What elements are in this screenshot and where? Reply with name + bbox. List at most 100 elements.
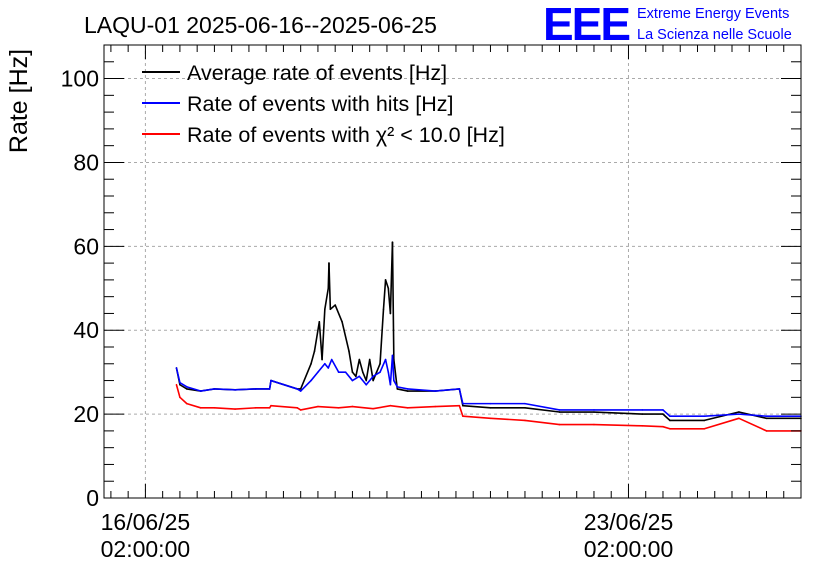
series-segment	[299, 379, 312, 392]
series-segment	[391, 241, 395, 361]
series-segment	[593, 423, 644, 427]
series-segment	[593, 411, 644, 415]
series-segment	[365, 358, 371, 382]
series-segment	[213, 388, 236, 391]
series-segment	[317, 405, 340, 409]
logo-line-1: Extreme Energy Events	[637, 6, 789, 22]
series-segment	[327, 358, 333, 369]
series-segment	[375, 362, 381, 373]
series-segment	[330, 358, 340, 373]
series-segment	[234, 388, 257, 391]
series-segment	[406, 405, 437, 409]
series-segment	[393, 379, 399, 388]
series-segment	[641, 425, 664, 428]
y-tick-label: 40	[73, 317, 99, 343]
series-hits	[175, 354, 802, 418]
series-segment	[186, 402, 202, 409]
series-segment	[329, 304, 336, 311]
series-chi2	[175, 383, 802, 432]
series-segment	[389, 404, 409, 409]
legend-label-average: Average rate of events [Hz]	[187, 61, 447, 85]
series-segment	[396, 386, 409, 390]
series-segment	[396, 388, 409, 392]
series-segment	[462, 404, 492, 409]
series-segment	[351, 405, 374, 410]
series-segment	[310, 371, 319, 382]
y-tick-label: 80	[73, 149, 99, 175]
series-segment	[179, 383, 188, 390]
series-segment	[384, 358, 390, 373]
series-segment	[391, 354, 395, 382]
series-segment	[341, 321, 350, 352]
series-segment	[234, 407, 257, 410]
series-segment	[348, 350, 354, 373]
series-segment	[458, 404, 464, 418]
series-segment	[382, 279, 387, 311]
chart-title: LAQU-01 2025-06-16--2025-06-25	[84, 12, 437, 38]
series-segment	[662, 425, 671, 430]
series-layer	[175, 241, 802, 432]
series-segment	[337, 405, 354, 409]
series-segment	[328, 262, 332, 311]
x-tick-label-date: 23/06/25	[584, 509, 674, 535]
series-segment	[199, 388, 216, 392]
series-segment	[268, 379, 272, 390]
x-tick-label-time: 02:00:00	[584, 536, 674, 562]
series-segment	[186, 386, 202, 392]
series-segment	[489, 417, 526, 422]
series-segment	[313, 321, 321, 352]
series-segment	[703, 411, 740, 422]
series-segment	[434, 404, 461, 408]
series-segment	[175, 383, 181, 399]
series-segment	[270, 404, 299, 409]
series-segment	[299, 405, 319, 411]
series-segment	[365, 375, 374, 386]
y-tick-label: 100	[61, 66, 99, 92]
series-segment	[358, 358, 364, 373]
x-tick-label-date: 16/06/25	[101, 509, 191, 535]
series-segment	[299, 362, 312, 390]
series-segment	[351, 375, 361, 382]
series-segment	[334, 304, 343, 323]
series-segment	[317, 362, 326, 373]
series-segment	[703, 417, 740, 430]
series-segment	[344, 371, 354, 382]
series-segment	[393, 358, 399, 390]
series-segment	[355, 358, 361, 378]
series-segment	[662, 409, 671, 418]
series-segment	[324, 287, 330, 311]
y-tick-label: 0	[86, 485, 99, 511]
series-segment	[372, 404, 392, 410]
y-tick-label: 60	[73, 233, 99, 259]
series-segment	[524, 402, 561, 411]
eee-logo-mark: EEE	[543, 0, 629, 50]
series-segment	[175, 367, 181, 384]
y-axis-label: Rate [Hz]	[5, 49, 33, 153]
series-segment	[738, 413, 768, 418]
series-segment	[372, 371, 381, 378]
series-segment	[358, 375, 368, 386]
legend-label-chi2: Rate of events with χ² < 10.0 [Hz]	[187, 123, 505, 147]
series-segment	[738, 417, 768, 432]
series-segment	[213, 407, 236, 410]
series-segment	[379, 358, 387, 373]
series-segment	[318, 321, 323, 361]
series-segment	[179, 396, 188, 405]
logo-line-2: La Scienza nelle Scuole	[637, 27, 792, 43]
legend: Average rate of events [Hz] Rate of even…	[142, 61, 505, 147]
legend-label-hits: Rate of events with hits [Hz]	[187, 92, 453, 116]
series-segment	[662, 413, 671, 422]
series-segment	[524, 407, 561, 413]
series-segment	[524, 419, 561, 426]
y-axis: 0 20 40 60 80 100	[61, 61, 801, 511]
series-segment	[384, 279, 390, 290]
series-segment	[462, 415, 492, 420]
series-segment	[270, 379, 299, 390]
grid	[104, 45, 801, 498]
series-segment	[379, 308, 385, 365]
series-segment	[321, 308, 326, 361]
plot-frame	[103, 44, 802, 499]
series-segment	[310, 350, 316, 365]
